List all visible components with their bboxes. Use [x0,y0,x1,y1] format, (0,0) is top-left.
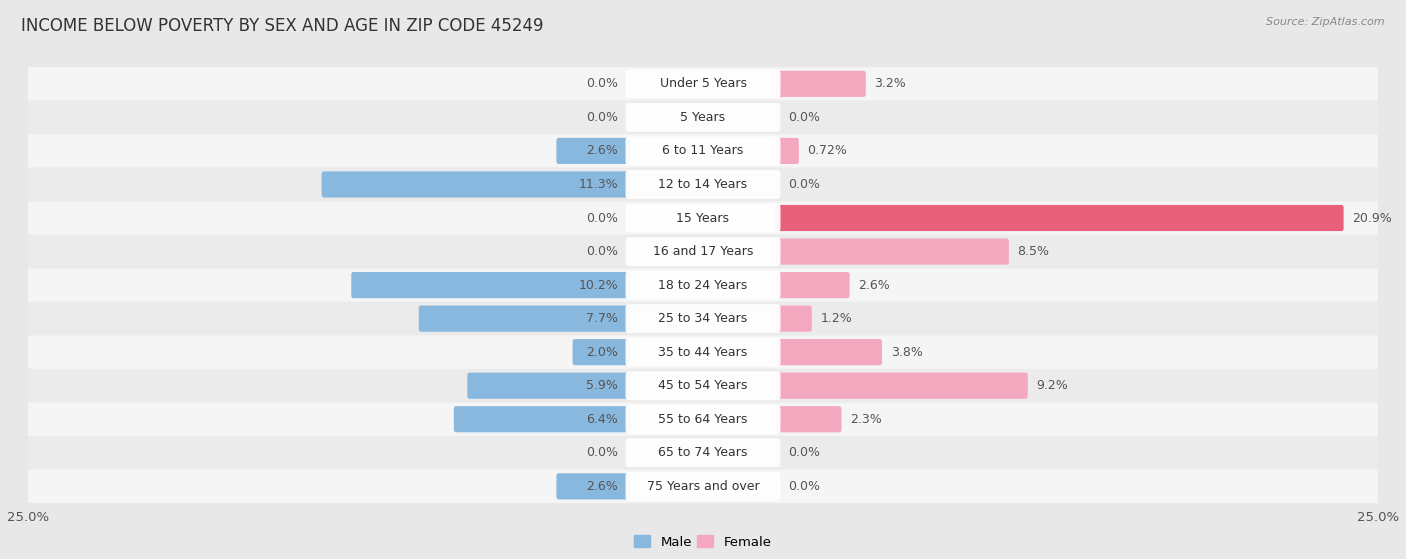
FancyBboxPatch shape [28,302,1378,335]
FancyBboxPatch shape [28,134,1378,168]
Text: 45 to 54 Years: 45 to 54 Years [658,379,748,392]
FancyBboxPatch shape [626,170,780,199]
FancyBboxPatch shape [626,203,780,233]
FancyBboxPatch shape [626,338,780,367]
FancyBboxPatch shape [28,436,1378,470]
Text: 0.72%: 0.72% [807,144,848,158]
Text: 7.7%: 7.7% [586,312,619,325]
Text: 1.2%: 1.2% [821,312,852,325]
Text: 0.0%: 0.0% [787,480,820,493]
FancyBboxPatch shape [467,373,631,399]
FancyBboxPatch shape [28,402,1378,436]
Text: 65 to 74 Years: 65 to 74 Years [658,446,748,459]
Text: 9.2%: 9.2% [1036,379,1069,392]
FancyBboxPatch shape [626,405,780,434]
FancyBboxPatch shape [28,101,1378,134]
FancyBboxPatch shape [626,438,780,467]
FancyBboxPatch shape [28,235,1378,268]
Text: 35 to 44 Years: 35 to 44 Years [658,345,748,359]
FancyBboxPatch shape [775,272,849,298]
FancyBboxPatch shape [557,473,631,499]
Text: 3.2%: 3.2% [875,77,907,91]
Text: 25 to 34 Years: 25 to 34 Years [658,312,748,325]
Text: 2.3%: 2.3% [851,413,882,426]
Text: 6.4%: 6.4% [586,413,619,426]
FancyBboxPatch shape [419,306,631,331]
Text: 5.9%: 5.9% [586,379,619,392]
Text: INCOME BELOW POVERTY BY SEX AND AGE IN ZIP CODE 45249: INCOME BELOW POVERTY BY SEX AND AGE IN Z… [21,17,544,35]
FancyBboxPatch shape [322,172,631,197]
Text: 55 to 64 Years: 55 to 64 Years [658,413,748,426]
FancyBboxPatch shape [626,103,780,132]
FancyBboxPatch shape [775,205,1344,231]
FancyBboxPatch shape [626,304,780,333]
FancyBboxPatch shape [28,168,1378,201]
Text: 0.0%: 0.0% [586,446,619,459]
FancyBboxPatch shape [557,138,631,164]
FancyBboxPatch shape [28,335,1378,369]
FancyBboxPatch shape [775,239,1010,264]
Text: Source: ZipAtlas.com: Source: ZipAtlas.com [1267,17,1385,27]
FancyBboxPatch shape [28,201,1378,235]
Text: 0.0%: 0.0% [586,211,619,225]
FancyBboxPatch shape [626,472,780,501]
Text: 18 to 24 Years: 18 to 24 Years [658,278,748,292]
Text: 16 and 17 Years: 16 and 17 Years [652,245,754,258]
Text: 2.0%: 2.0% [586,345,619,359]
FancyBboxPatch shape [626,371,780,400]
Text: 0.0%: 0.0% [787,446,820,459]
FancyBboxPatch shape [28,268,1378,302]
Text: 6 to 11 Years: 6 to 11 Years [662,144,744,158]
FancyBboxPatch shape [454,406,631,432]
Text: 0.0%: 0.0% [787,111,820,124]
Text: 0.0%: 0.0% [586,245,619,258]
Text: 0.0%: 0.0% [586,111,619,124]
Text: 10.2%: 10.2% [578,278,619,292]
FancyBboxPatch shape [626,237,780,266]
FancyBboxPatch shape [572,339,631,365]
FancyBboxPatch shape [626,69,780,98]
Text: 8.5%: 8.5% [1018,245,1049,258]
Text: Under 5 Years: Under 5 Years [659,77,747,91]
Text: 2.6%: 2.6% [586,144,619,158]
FancyBboxPatch shape [775,71,866,97]
Text: 0.0%: 0.0% [787,178,820,191]
Text: 15 Years: 15 Years [676,211,730,225]
FancyBboxPatch shape [28,67,1378,101]
Text: 20.9%: 20.9% [1353,211,1392,225]
Text: 5 Years: 5 Years [681,111,725,124]
Text: 11.3%: 11.3% [578,178,619,191]
FancyBboxPatch shape [626,136,780,165]
FancyBboxPatch shape [775,406,841,432]
FancyBboxPatch shape [775,306,811,331]
FancyBboxPatch shape [626,271,780,300]
Text: 12 to 14 Years: 12 to 14 Years [658,178,748,191]
Legend: Male, Female: Male, Female [634,536,772,549]
Text: 3.8%: 3.8% [890,345,922,359]
FancyBboxPatch shape [775,339,882,365]
Text: 2.6%: 2.6% [586,480,619,493]
FancyBboxPatch shape [28,369,1378,402]
Text: 2.6%: 2.6% [858,278,890,292]
FancyBboxPatch shape [28,470,1378,503]
Text: 75 Years and over: 75 Years and over [647,480,759,493]
FancyBboxPatch shape [775,138,799,164]
Text: 0.0%: 0.0% [586,77,619,91]
FancyBboxPatch shape [352,272,631,298]
FancyBboxPatch shape [775,373,1028,399]
